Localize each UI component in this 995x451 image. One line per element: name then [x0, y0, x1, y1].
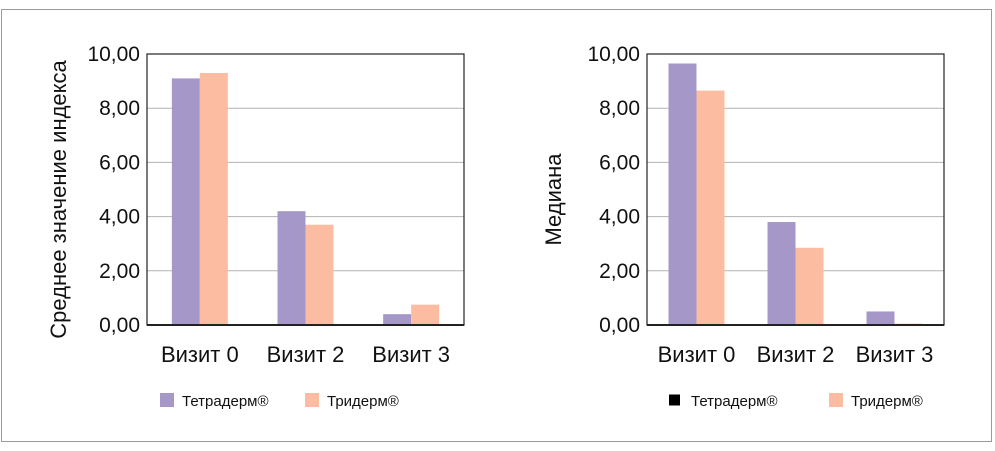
- y-tick-label: 4,00: [99, 206, 140, 229]
- y-tick-label: 2,00: [99, 260, 140, 283]
- legend-swatch-triderm: [829, 393, 843, 407]
- chart-panel-median: 0,00 2,00 4,00 6,00 8,00 10,00 Визит 0 Визит 2 В…: [497, 0, 995, 446]
- y-axis-label: Медиана: [541, 153, 566, 246]
- bar-triderm: [795, 247, 824, 325]
- y-tick-label: 4,00: [599, 206, 640, 229]
- bar-tetraderm: [171, 78, 200, 325]
- legend-label-triderm: Тридерм®: [327, 393, 399, 410]
- y-tick-label: 0,00: [599, 314, 640, 337]
- legend-swatch-tetraderm: [160, 393, 174, 407]
- y-tick-label: 6,00: [99, 151, 140, 174]
- x-category-label: Визит 0: [161, 342, 239, 367]
- y-tick-label: 10,00: [87, 43, 140, 66]
- chart-panel-mean: 0,00 2,00 4,00 6,00 8,00 10,00 Визит 0 Визит 2 В…: [0, 0, 497, 446]
- bar-triderm: [305, 224, 334, 325]
- legend-swatch-tetraderm: [669, 394, 680, 406]
- x-category-label: Визит 3: [372, 342, 450, 367]
- x-category-label: Визит 2: [757, 342, 835, 367]
- figure-frame: [1, 9, 992, 442]
- x-category-label: Визит 3: [856, 342, 934, 367]
- chart-median: 0,00 2,00 4,00 6,00 8,00 10,00 Визит 0 Визит 2 В…: [541, 43, 945, 410]
- legend-swatch-triderm: [305, 393, 319, 407]
- bar-tetraderm: [866, 311, 895, 325]
- y-tick-label: 8,00: [599, 97, 640, 120]
- bar-triderm: [696, 90, 725, 326]
- y-tick-label: 8,00: [99, 97, 140, 120]
- y-tick-label: 10,00: [587, 43, 640, 66]
- bar-tetraderm: [383, 314, 412, 325]
- bar-tetraderm: [767, 222, 796, 325]
- x-category-label: Визит 2: [267, 342, 345, 367]
- y-tick-label: 2,00: [599, 260, 640, 283]
- bar-triderm: [199, 72, 228, 325]
- y-tick-label: 0,00: [99, 314, 140, 337]
- bar-tetraderm: [668, 63, 697, 326]
- bar-tetraderm: [277, 211, 306, 325]
- legend-label-tetraderm: Тетрадерм®: [691, 393, 778, 410]
- chart-mean-index: 0,00 2,00 4,00 6,00 8,00 10,00 Визит 0 Визит 2 В…: [46, 43, 465, 410]
- x-category-label: Визит 0: [658, 342, 736, 367]
- legend-label-tetraderm: Тетрадерм®: [182, 393, 269, 410]
- bar-triderm: [411, 304, 440, 325]
- y-tick-label: 6,00: [599, 151, 640, 174]
- y-axis-label: Среднее значение индекса: [46, 59, 71, 338]
- legend-label-triderm: Тридерм®: [851, 393, 923, 410]
